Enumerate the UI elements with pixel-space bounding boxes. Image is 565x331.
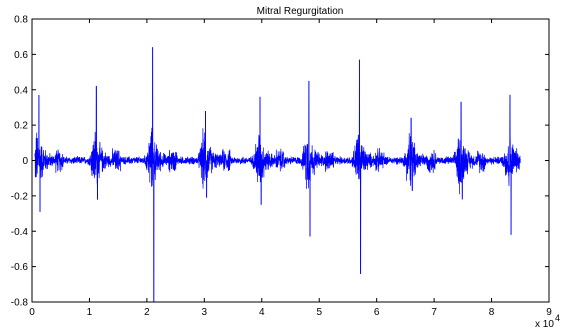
y-tick-label: 0.6 (14, 50, 28, 61)
x-tick-label: 0 (29, 307, 35, 318)
x-tick-label: 7 (431, 307, 437, 318)
y-tick-label: 0.4 (14, 85, 28, 96)
waveform-line (34, 47, 521, 303)
x-multiplier-label: x 10 (535, 319, 554, 330)
y-tick-label: -0.4 (11, 227, 29, 238)
y-tick-label: -0.6 (11, 262, 29, 273)
waveform-series (34, 47, 521, 303)
y-tick-label: 0.2 (14, 121, 28, 132)
x-tick-label: 8 (489, 307, 495, 318)
y-tick-label: -0.8 (11, 298, 29, 309)
x-tick-label: 6 (374, 307, 380, 318)
y-tick-label: 0.8 (14, 15, 28, 26)
x-tick-label: 5 (316, 307, 322, 318)
x-multiplier-exponent: 4 (555, 313, 560, 323)
x-axis: 0 1 2 3 4 5 6 7 8 9 (29, 19, 552, 318)
x-tick-label: 2 (144, 307, 150, 318)
y-tick-label: -0.2 (11, 191, 29, 202)
y-tick-label: 0 (22, 156, 28, 167)
y-axis: 0.8 0.6 0.4 0.2 0 -0.2 -0.4 -0.6 -0.8 (11, 15, 549, 309)
x-tick-label: 4 (259, 307, 265, 318)
x-tick-label: 9 (546, 307, 552, 318)
x-tick-label: 3 (202, 307, 208, 318)
chart-title: Mitral Regurgitation (257, 6, 344, 17)
x-tick-label: 1 (87, 307, 93, 318)
